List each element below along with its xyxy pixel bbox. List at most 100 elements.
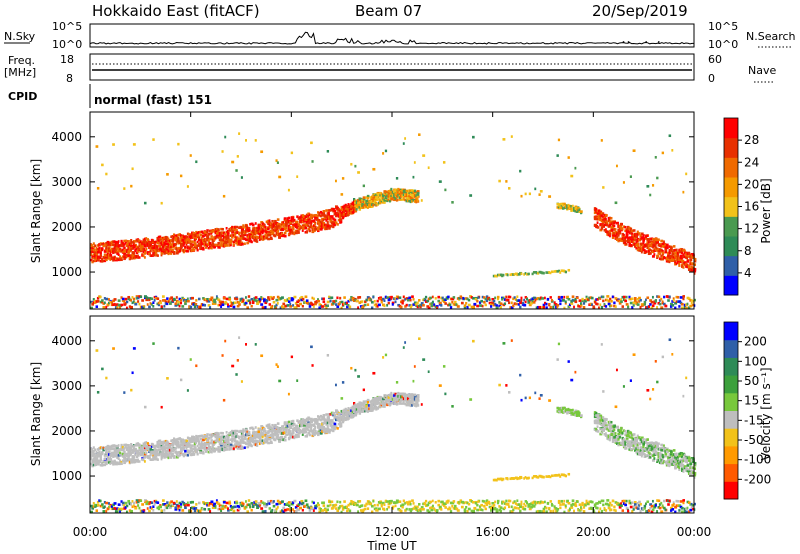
velocity-echo bbox=[164, 439, 168, 443]
velocity-echo bbox=[186, 501, 189, 505]
power-echo bbox=[654, 245, 657, 249]
power-echo bbox=[402, 142, 405, 145]
power-echo bbox=[599, 223, 602, 227]
power-echo bbox=[632, 229, 636, 232]
velocity-echo bbox=[254, 435, 257, 439]
power-echo bbox=[524, 272, 527, 275]
power-echo bbox=[687, 252, 691, 255]
velocity-echo bbox=[229, 445, 232, 449]
power-echo bbox=[150, 239, 154, 242]
velocity-echo bbox=[139, 448, 142, 451]
power-echo bbox=[382, 199, 385, 203]
power-echo bbox=[311, 160, 314, 163]
velocity-echo bbox=[110, 447, 113, 451]
power-echo bbox=[139, 244, 142, 247]
power-echo bbox=[620, 224, 623, 228]
power-echo bbox=[365, 201, 368, 204]
power-echo bbox=[156, 254, 159, 257]
power-echo bbox=[657, 243, 660, 247]
power-echo bbox=[575, 296, 579, 299]
power-echo bbox=[362, 184, 366, 188]
power-echo bbox=[186, 237, 189, 241]
power-echo bbox=[96, 186, 100, 190]
velocity-echo bbox=[125, 504, 129, 508]
power-echo bbox=[260, 224, 263, 228]
power-echo bbox=[330, 215, 334, 218]
power-echo bbox=[423, 297, 426, 301]
velocity-echo bbox=[164, 446, 168, 450]
power-echo bbox=[395, 195, 399, 198]
power-echo bbox=[570, 205, 573, 208]
velocity-echo bbox=[130, 445, 133, 448]
power-echo bbox=[520, 272, 523, 276]
power-echo bbox=[141, 248, 144, 251]
power-echo bbox=[362, 196, 366, 199]
power-echo bbox=[192, 231, 196, 235]
power-echo bbox=[185, 299, 189, 303]
velocity-echo bbox=[217, 438, 220, 442]
power-echo bbox=[319, 305, 323, 308]
power-echo bbox=[370, 205, 374, 208]
power-echo bbox=[391, 301, 395, 305]
power-echo bbox=[436, 306, 439, 310]
power-echo bbox=[676, 257, 679, 261]
power-echo bbox=[134, 248, 137, 252]
power-echo bbox=[229, 243, 232, 247]
power-echo bbox=[416, 301, 419, 305]
power-echo bbox=[121, 297, 125, 301]
power-echo bbox=[167, 300, 170, 303]
power-echo bbox=[651, 304, 655, 308]
power-echo bbox=[615, 164, 618, 168]
power-echo bbox=[512, 297, 515, 301]
power-echo bbox=[308, 213, 311, 217]
power-echo bbox=[99, 242, 103, 245]
power-echo bbox=[166, 236, 169, 239]
power-echo bbox=[289, 305, 293, 308]
power-echo bbox=[347, 211, 350, 215]
power-echo bbox=[466, 305, 469, 309]
power-echo bbox=[372, 196, 375, 200]
power-echo bbox=[245, 139, 247, 142]
power-echo bbox=[555, 305, 558, 309]
velocity-echo bbox=[250, 501, 254, 505]
power-echo bbox=[319, 222, 323, 226]
power-echo bbox=[148, 244, 151, 248]
power-echo bbox=[621, 239, 624, 242]
power-echo bbox=[258, 238, 261, 242]
velocity-echo bbox=[185, 453, 188, 457]
power-echo bbox=[177, 300, 180, 304]
power-echo bbox=[535, 306, 538, 310]
power-echo bbox=[221, 300, 224, 304]
power-echo bbox=[282, 224, 285, 228]
power-echo bbox=[119, 248, 122, 252]
velocity-echo bbox=[222, 448, 226, 452]
velocity-echo bbox=[215, 501, 219, 504]
velocity-echo bbox=[149, 445, 153, 449]
power-echo bbox=[130, 305, 133, 309]
power-echo bbox=[128, 243, 132, 246]
power-echo bbox=[351, 201, 355, 205]
velocity-echo bbox=[231, 437, 234, 441]
power-echo bbox=[348, 305, 352, 309]
power-echo bbox=[121, 244, 124, 248]
power-echo bbox=[617, 239, 620, 243]
power-echo bbox=[254, 139, 257, 142]
power-echo bbox=[663, 295, 666, 299]
power-echo bbox=[174, 236, 177, 239]
velocity-echo bbox=[152, 450, 155, 454]
power-echo bbox=[679, 256, 683, 260]
power-echo bbox=[521, 302, 525, 305]
velocity-echo bbox=[218, 504, 222, 508]
nsearch-point bbox=[645, 41, 648, 43]
power-echo bbox=[103, 297, 106, 300]
power-echo bbox=[207, 239, 210, 242]
velocity-echo bbox=[137, 450, 140, 454]
power-echo bbox=[397, 193, 400, 197]
power-echo bbox=[498, 179, 501, 183]
power-echo bbox=[604, 230, 608, 233]
power-echo bbox=[137, 254, 139, 258]
power-echo bbox=[330, 221, 334, 225]
velocity-echo bbox=[263, 429, 266, 433]
